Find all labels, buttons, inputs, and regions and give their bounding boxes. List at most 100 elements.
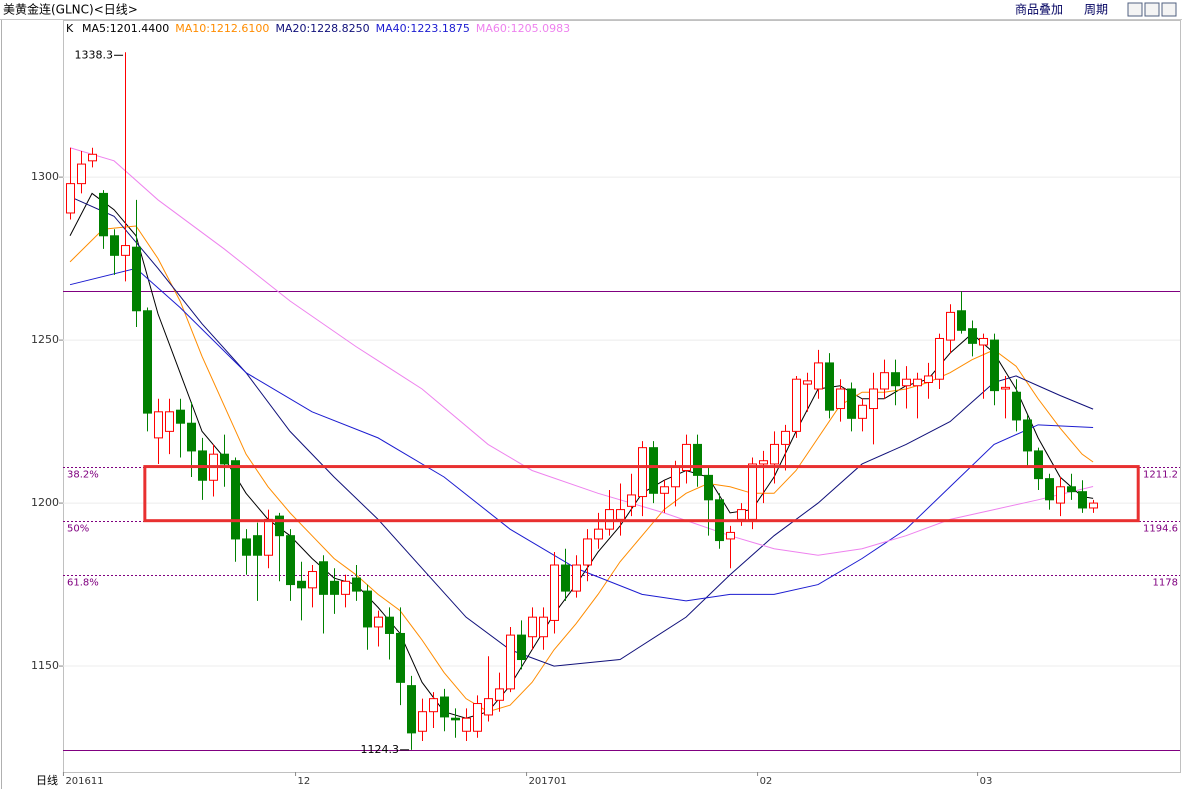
candle-body [748, 463, 757, 520]
candle-body [770, 443, 779, 465]
candle-body [792, 378, 801, 432]
indicator-label: K [66, 22, 74, 35]
x-tick-label: 12 [298, 776, 311, 787]
candle-body [341, 580, 350, 595]
candle-body [495, 688, 504, 701]
candle-body [253, 535, 262, 556]
button[interactable] [1127, 2, 1143, 17]
legend-entry: MA60:1205.0983 [476, 22, 570, 35]
candle-body [561, 564, 570, 592]
candle-body [583, 538, 592, 566]
candle-body [946, 311, 955, 341]
candle-body [880, 372, 889, 390]
candle-body [1078, 491, 1087, 509]
candle-body [1045, 478, 1054, 501]
period-label: 日线 [36, 773, 58, 787]
candle-body [66, 183, 75, 214]
candle-body [572, 564, 581, 592]
chart-title: 美黄金连(GLNC)<日线> [3, 2, 138, 17]
candle-body [803, 380, 812, 385]
candle-body [616, 509, 625, 520]
button[interactable] [1144, 2, 1160, 17]
candle-body [1056, 486, 1065, 504]
candle-body [264, 518, 273, 556]
y-tick-label: 1250 [31, 333, 59, 346]
candle-body [726, 531, 735, 540]
candle-body [88, 153, 97, 162]
y-tick-label: 1200 [31, 496, 59, 509]
level-value: 1211.2 [1143, 470, 1178, 481]
plot-border [63, 20, 1181, 773]
candle-body [121, 245, 130, 256]
candle-body [847, 388, 856, 419]
level-value: 1178 [1153, 578, 1178, 589]
level-label: 61.8% [67, 578, 99, 589]
y-tick-label: 1150 [31, 659, 59, 672]
candle-body [627, 494, 636, 507]
candle-body [187, 422, 196, 452]
candle-body [1001, 386, 1010, 390]
legend-entry: MA20:1228.8250 [275, 22, 369, 35]
candle-body [814, 362, 823, 390]
candle-body [671, 466, 680, 488]
candle-body [407, 685, 416, 734]
candle-body [154, 411, 163, 439]
highlight-box [143, 465, 1140, 523]
candle-body [143, 310, 152, 414]
candle-body [220, 453, 229, 465]
candle-body [990, 339, 999, 392]
candle-body [242, 538, 251, 556]
candle-body [528, 616, 537, 638]
candle-body [539, 616, 548, 638]
level-label: 50% [67, 524, 89, 535]
x-tick-label: 02 [760, 776, 773, 787]
legend-entry: MA10:1212.6100 [175, 22, 269, 35]
candle-body [517, 634, 526, 661]
candle-body [891, 372, 900, 387]
candle-body [858, 404, 867, 419]
candle-body [660, 486, 669, 494]
candle-body [308, 571, 317, 589]
candle-body [286, 535, 295, 586]
candle-body [924, 375, 933, 383]
candle-body [77, 163, 86, 185]
candle-body [99, 192, 108, 237]
candle-body [550, 564, 559, 621]
candle-body [1012, 391, 1021, 421]
extreme-label: 1124.3 [361, 743, 400, 756]
candle-body [352, 577, 361, 592]
candle-body [759, 460, 768, 465]
candle-body [176, 409, 185, 424]
candle-body [682, 443, 691, 471]
candle-body [418, 711, 427, 732]
candle-body [374, 616, 383, 628]
candle-body [704, 474, 713, 501]
legend-entry: MA40:1223.1875 [376, 22, 470, 35]
candle-body [275, 515, 284, 537]
button[interactable] [1161, 2, 1177, 17]
candle-body [737, 509, 746, 520]
candle-body [1089, 502, 1098, 509]
candle-body [440, 696, 449, 718]
candle-body [781, 430, 790, 445]
candle-body [825, 362, 834, 411]
candle-body [649, 447, 658, 494]
candle-body [836, 388, 845, 410]
candle-body [935, 337, 944, 380]
candle-body [429, 698, 438, 713]
candle-body [110, 235, 119, 256]
candle-body [1034, 450, 1043, 480]
candle-body [462, 717, 471, 732]
level-label: 38.2% [67, 470, 99, 481]
candle-body [638, 447, 647, 498]
candle-body [902, 378, 911, 387]
candle-body [693, 443, 702, 476]
candle-body [968, 328, 977, 344]
candle-body [330, 580, 339, 595]
candle-body [451, 717, 460, 721]
toolbar-button[interactable]: 商品叠加 [1015, 2, 1063, 17]
toolbar-button[interactable]: 周期 [1084, 3, 1108, 17]
ma-line [69, 196, 1094, 667]
x-tick-label: 03 [980, 776, 993, 787]
